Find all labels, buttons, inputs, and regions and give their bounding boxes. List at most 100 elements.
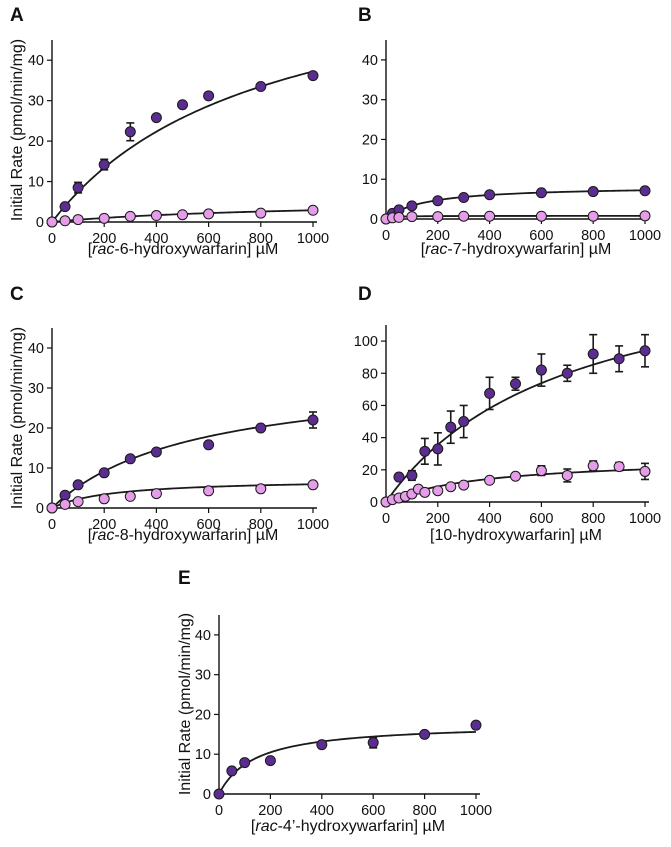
data-point-dark <box>255 81 267 93</box>
data-point-light <box>46 502 58 514</box>
data-point-dark <box>484 387 496 399</box>
data-point-dark <box>98 159 110 171</box>
y-tick-label: 10 <box>28 461 44 477</box>
y-tick-label: 10 <box>195 747 211 763</box>
data-point-dark <box>419 728 431 740</box>
y-tick-label: 40 <box>362 431 378 447</box>
y-tick-label: 0 <box>370 212 378 228</box>
data-point-dark <box>458 416 470 428</box>
y-tick-label: 0 <box>203 787 211 803</box>
x-axis-label-prefix: [ <box>421 241 426 258</box>
data-point-light <box>445 481 457 493</box>
x-axis-label-prefix: [ <box>88 527 93 544</box>
data-point-dark <box>445 421 457 433</box>
fit-curve-dark <box>51 418 314 509</box>
data-point-light <box>535 210 547 222</box>
data-point-dark <box>367 737 379 749</box>
data-point-light <box>432 485 444 497</box>
x-tick-label: 1000 <box>297 517 329 533</box>
y-tick-label: 100 <box>354 334 378 350</box>
data-point-dark <box>177 99 188 111</box>
panel-letter: E <box>178 568 191 589</box>
data-point-dark <box>59 201 71 213</box>
y-tick-label: 30 <box>195 668 211 684</box>
x-tick-label: 400 <box>477 228 501 244</box>
data-point-light <box>255 483 267 495</box>
x-tick-label: 600 <box>196 517 220 533</box>
x-axis-label-prefix: [10-hydroxywarfarin] µM <box>430 527 602 544</box>
x-axis-label: [10-hydroxywarfarin] µM <box>430 527 602 544</box>
data-point-dark <box>432 195 444 207</box>
y-axis-label: Initial Rate (pmol/min/mg) <box>177 613 194 795</box>
data-point-dark <box>226 765 238 777</box>
x-tick-label: 1000 <box>629 228 661 244</box>
panel-letter: C <box>10 284 24 305</box>
data-point-dark <box>393 471 405 483</box>
x-axis-label-italic: rac <box>425 241 447 258</box>
data-point-light <box>150 488 162 500</box>
fit-curve-dark <box>218 730 477 795</box>
data-point-light <box>484 210 496 222</box>
data-point-dark <box>639 185 651 197</box>
x-tick-label: 400 <box>310 803 334 819</box>
data-point-dark <box>406 200 418 212</box>
x-axis-label: [rac-6-hydroxywarfarin] µM <box>88 241 279 258</box>
data-point-dark <box>510 378 521 390</box>
data-point-dark <box>432 443 444 455</box>
x-tick-label: 1000 <box>460 803 492 819</box>
data-point-dark <box>203 90 215 102</box>
x-axis-label-italic: rac <box>92 241 114 258</box>
data-point-light <box>458 479 470 491</box>
data-point-light <box>98 212 110 224</box>
data-point-light <box>419 486 431 498</box>
x-tick-label: 0 <box>48 517 56 533</box>
y-tick-label: 40 <box>28 53 44 69</box>
x-axis-label-rest: -6-hydroxywarfarin] µM <box>114 241 278 258</box>
data-point-light <box>432 211 444 223</box>
x-axis-label-prefix: [ <box>251 818 256 835</box>
y-axis-label: Initial Rate (pmol/min/mg) <box>9 327 26 509</box>
x-tick-label: 600 <box>196 231 220 247</box>
data-point-dark <box>470 719 482 731</box>
y-tick-label: 20 <box>362 463 378 479</box>
y-tick-label: 20 <box>28 134 44 150</box>
x-tick-label: 600 <box>529 228 553 244</box>
data-point-dark <box>406 469 418 481</box>
data-point-light <box>406 211 418 223</box>
panel-letter: D <box>358 284 372 305</box>
data-point-dark <box>150 112 162 124</box>
data-point-light <box>203 208 215 220</box>
x-tick-label: 400 <box>144 231 168 247</box>
y-tick-label: 40 <box>195 628 211 644</box>
data-point-light <box>177 209 188 221</box>
data-point-light <box>72 214 84 226</box>
data-point-dark <box>203 439 215 451</box>
data-point-dark <box>419 445 431 457</box>
x-tick-label: 1000 <box>629 511 661 527</box>
y-tick-label: 20 <box>195 707 211 723</box>
x-axis-label-rest: -8-hydroxywarfarin] µM <box>114 527 278 544</box>
data-point-dark <box>613 353 625 365</box>
data-point-dark <box>239 757 251 769</box>
y-tick-label: 30 <box>28 381 44 397</box>
x-axis-label-prefix: [ <box>88 241 93 258</box>
data-point-light <box>535 465 547 477</box>
x-tick-label: 400 <box>144 517 168 533</box>
y-tick-label: 0 <box>36 501 44 517</box>
x-tick-label: 1000 <box>297 231 329 247</box>
data-point-dark <box>587 186 599 198</box>
fit-curve-dark <box>51 70 314 223</box>
y-tick-label: 20 <box>362 132 378 148</box>
y-tick-label: 30 <box>362 93 378 109</box>
y-tick-label: 10 <box>362 172 378 188</box>
data-point-light <box>613 461 625 473</box>
x-tick-label: 200 <box>92 517 116 533</box>
data-point-light <box>587 210 599 222</box>
data-point-light <box>59 498 71 510</box>
data-point-dark <box>72 182 84 194</box>
y-tick-label: 10 <box>28 175 44 191</box>
x-axis-label-italic: rac <box>255 818 277 835</box>
data-point-dark <box>307 70 319 82</box>
